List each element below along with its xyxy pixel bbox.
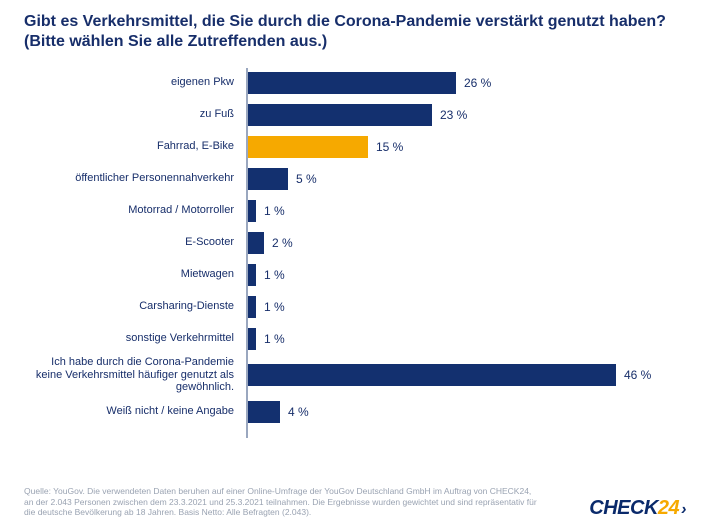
source-text: Quelle: YouGov. Die verwendeten Daten be… <box>24 486 540 518</box>
bar <box>248 264 256 286</box>
chart-row: sonstige Verkehrmittel 1 % <box>24 324 670 353</box>
bar-wrap: 1 % <box>248 264 285 286</box>
bar <box>248 364 616 386</box>
bar <box>248 104 432 126</box>
category-label: öffentlicher Personennahverkehr <box>24 172 244 185</box>
y-axis-line <box>246 68 248 438</box>
value-label: 1 % <box>264 268 285 282</box>
category-label: Carsharing-Dienste <box>24 300 244 313</box>
value-label: 1 % <box>264 332 285 346</box>
bar <box>248 168 288 190</box>
bar-wrap: 46 % <box>248 364 651 386</box>
category-label: sonstige Verkehrmittel <box>24 332 244 345</box>
value-label: 23 % <box>440 108 467 122</box>
category-label: Fahrrad, E-Bike <box>24 140 244 153</box>
value-label: 1 % <box>264 300 285 314</box>
category-label: Mietwagen <box>24 268 244 281</box>
logo-part1: CHECK <box>589 497 658 519</box>
chart-area: eigenen Pkw 26 % zu Fuß 23 % Fahrrad, E-Bike… <box>24 68 670 438</box>
bar <box>248 200 256 222</box>
bar-wrap: 5 % <box>248 168 317 190</box>
bar <box>248 232 264 254</box>
chart-row: zu Fuß 23 % <box>24 100 670 129</box>
value-label: 2 % <box>272 236 293 250</box>
bar-wrap: 15 % <box>248 136 403 158</box>
bar-wrap: 1 % <box>248 296 285 318</box>
value-label: 26 % <box>464 76 491 90</box>
value-label: 5 % <box>296 172 317 186</box>
category-label: Ich habe durch die Corona-Pandemie keine… <box>24 356 244 394</box>
category-label: Weiß nicht / keine Angabe <box>24 405 244 418</box>
bar-wrap: 2 % <box>248 232 293 254</box>
chart-row: Mietwagen 1 % <box>24 260 670 289</box>
value-label: 15 % <box>376 140 403 154</box>
value-label: 1 % <box>264 204 285 218</box>
category-label: Motorrad / Motorroller <box>24 204 244 217</box>
category-label: eigenen Pkw <box>24 76 244 89</box>
chart-title: Gibt es Verkehrsmittel, die Sie durch di… <box>0 0 710 60</box>
bar-wrap: 1 % <box>248 328 285 350</box>
chart-row: öffentlicher Personennahverkehr 5 % <box>24 164 670 193</box>
category-label: zu Fuß <box>24 108 244 121</box>
bar <box>248 328 256 350</box>
bar <box>248 72 456 94</box>
bar <box>248 136 368 158</box>
chart-row: Ich habe durch die Corona-Pandemie keine… <box>24 356 670 394</box>
chart-row: Motorrad / Motorroller 1 % <box>24 196 670 225</box>
logo-chevron-icon: › <box>681 501 686 518</box>
bar <box>248 296 256 318</box>
bar-wrap: 1 % <box>248 200 285 222</box>
brand-logo: CHECK24› <box>589 497 686 520</box>
value-label: 46 % <box>624 368 651 382</box>
category-label: E-Scooter <box>24 236 244 249</box>
value-label: 4 % <box>288 405 309 419</box>
chart-row: Fahrrad, E-Bike 15 % <box>24 132 670 161</box>
bar-wrap: 26 % <box>248 72 491 94</box>
chart-row: Carsharing-Dienste 1 % <box>24 292 670 321</box>
chart-row: Weiß nicht / keine Angabe 4 % <box>24 397 670 426</box>
bar-wrap: 4 % <box>248 401 309 423</box>
bar-wrap: 23 % <box>248 104 467 126</box>
chart-row: E-Scooter 2 % <box>24 228 670 257</box>
bar <box>248 401 280 423</box>
chart-row: eigenen Pkw 26 % <box>24 68 670 97</box>
logo-part2: 24 <box>658 497 679 519</box>
